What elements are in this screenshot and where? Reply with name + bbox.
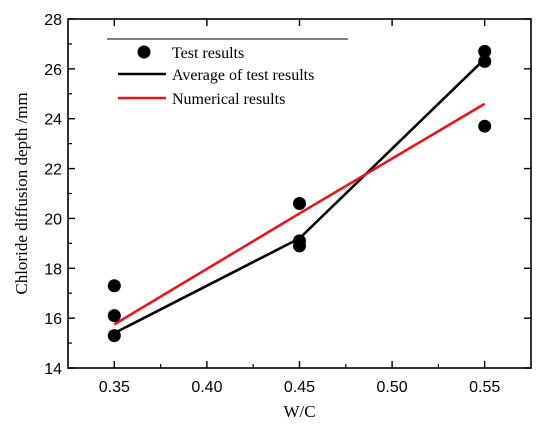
y-tick-label: 24 bbox=[44, 112, 62, 129]
x-tick-label: 0.35 bbox=[99, 379, 130, 396]
test-result-point bbox=[107, 279, 121, 293]
test-result-point bbox=[478, 119, 492, 133]
axis-tick-labels: 0.35 0.40 0.45 0.50 0.55 14 16 18 20 22 24 26 28 bbox=[44, 12, 500, 396]
x-tick-label: 0.50 bbox=[377, 379, 408, 396]
legend-label-numerical: Numerical results bbox=[172, 91, 285, 108]
test-result-point bbox=[293, 239, 306, 253]
legend-label-test-results: Test results bbox=[172, 45, 244, 62]
legend: Test results Average of test results Num… bbox=[107, 38, 348, 108]
test-result-point bbox=[107, 309, 121, 323]
y-tick-label: 26 bbox=[44, 62, 62, 79]
axis-ticks bbox=[68, 18, 531, 369]
series-lines bbox=[113, 57, 486, 335]
test-result-point bbox=[107, 329, 121, 343]
y-tick-label: 16 bbox=[44, 311, 62, 328]
x-axis-title: W/C bbox=[283, 402, 315, 421]
y-tick-label: 20 bbox=[44, 211, 62, 228]
series-points bbox=[107, 44, 492, 343]
numerical-results-line bbox=[113, 102, 486, 326]
x-tick-label: 0.45 bbox=[284, 379, 315, 396]
x-tick-label: 0.55 bbox=[469, 379, 500, 396]
y-tick-label: 18 bbox=[44, 261, 62, 278]
y-tick-label: 28 bbox=[44, 12, 62, 29]
legend-label-average: Average of test results bbox=[172, 67, 314, 84]
y-tick-label: 22 bbox=[44, 162, 62, 179]
y-tick-label: 14 bbox=[44, 361, 62, 378]
y-axis-title: Chloride diffusion depth /mm bbox=[12, 92, 31, 294]
test-result-point bbox=[478, 44, 492, 58]
x-tick-label: 0.40 bbox=[191, 379, 222, 396]
test-result-point bbox=[293, 196, 306, 210]
legend-marker-test-results bbox=[137, 45, 151, 59]
test-result-point bbox=[478, 54, 492, 68]
